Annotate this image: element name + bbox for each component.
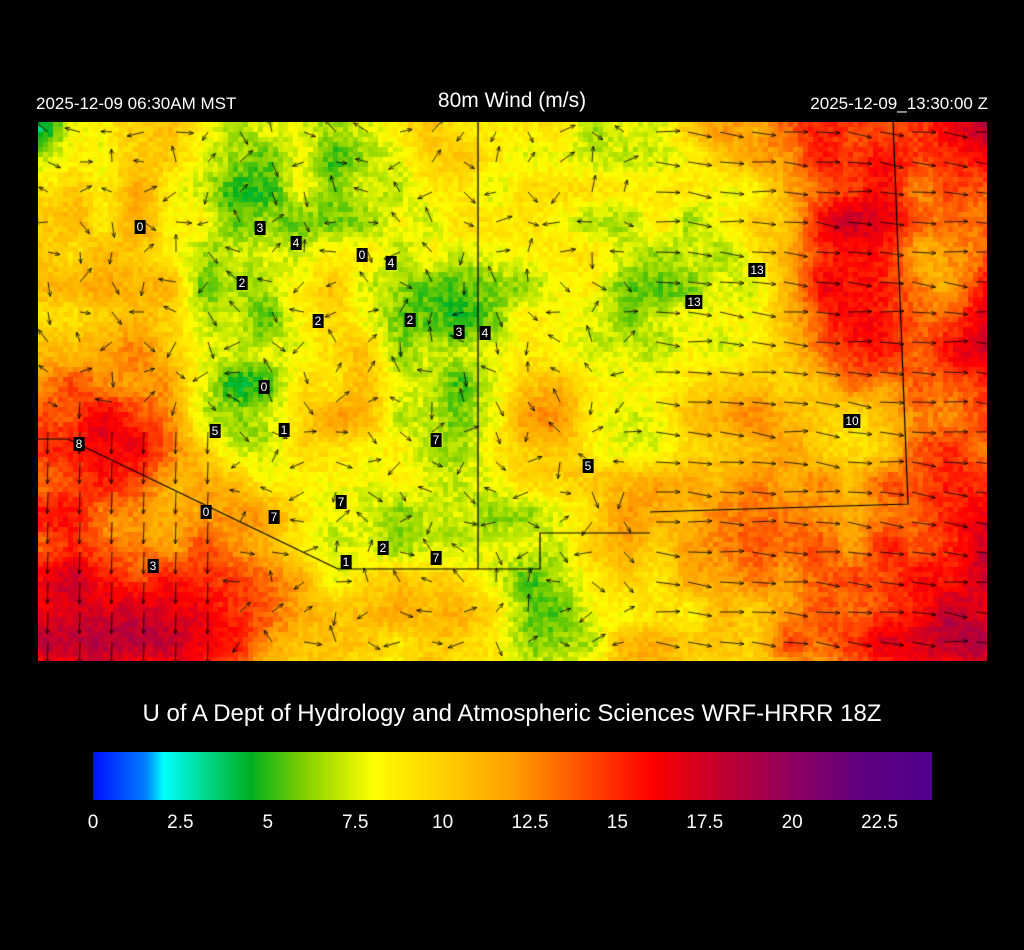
station-value-label: 0 — [134, 220, 146, 234]
colorbar-tick: 20 — [781, 812, 803, 833]
station-value-label: 5 — [209, 424, 221, 438]
station-value-label: 2 — [312, 314, 324, 328]
station-value-label: 3 — [453, 325, 465, 339]
colorbar-tick: 17.5 — [686, 812, 724, 833]
station-value-label: 0 — [200, 505, 212, 519]
map-title: 80m Wind (m/s) — [437, 89, 587, 112]
colorbar-tick: 12.5 — [511, 812, 549, 833]
station-value-label: 4 — [479, 326, 491, 340]
station-value-label: 7 — [430, 433, 442, 447]
station-value-label: 0 — [356, 248, 368, 262]
station-value-label: 7 — [268, 510, 280, 524]
station-value-label: 5 — [582, 459, 594, 473]
station-value-label: 13 — [685, 295, 703, 309]
utc-time: 2025-12-09_13:30:00 Z — [810, 94, 988, 113]
station-value-label: 4 — [385, 256, 397, 270]
station-value-label: 7 — [335, 495, 347, 509]
station-value-label: 7 — [430, 551, 442, 565]
station-value-label: 10 — [843, 414, 861, 428]
local-time: 2025-12-09 06:30AM MST — [36, 94, 237, 113]
station-value-label: 2 — [377, 541, 389, 555]
station-value-label: 3 — [147, 559, 159, 573]
station-value-label: 1 — [340, 555, 352, 569]
colorbar-tick: 10 — [432, 812, 454, 833]
station-value-label: 13 — [748, 263, 766, 277]
colorbar-tick: 5 — [262, 812, 274, 833]
station-value-label: 8 — [73, 437, 85, 451]
station-value-label: 1 — [278, 423, 290, 437]
colorbar-tick: 2.5 — [167, 812, 194, 833]
station-value-label: 3 — [254, 221, 266, 235]
colorbar-tick: 0 — [87, 812, 99, 833]
colorbar-tick: 15 — [606, 812, 628, 833]
colorbar-tick: 22.5 — [861, 812, 899, 833]
station-value-label: 0 — [258, 380, 270, 394]
colorbar-tick: 7.5 — [341, 812, 369, 833]
wind-speed-map — [38, 122, 987, 661]
colorbar — [93, 752, 932, 800]
credit-line: U of A Dept of Hydrology and Atmospheric… — [142, 700, 882, 727]
station-value-label: 2 — [404, 313, 416, 327]
station-value-label: 4 — [290, 236, 302, 250]
station-value-label: 2 — [236, 276, 248, 290]
